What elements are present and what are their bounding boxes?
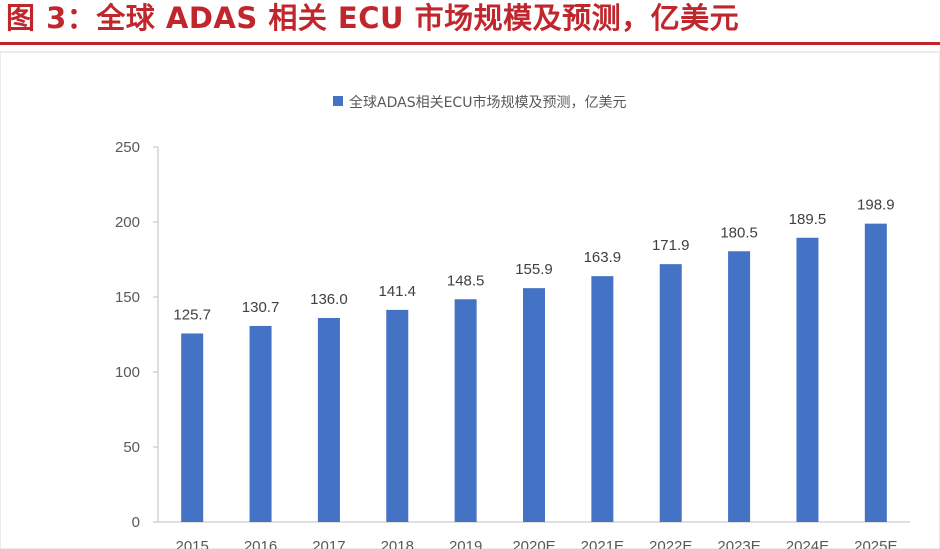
bars <box>181 223 887 522</box>
y-tick-label: 250 <box>115 139 140 156</box>
bar <box>317 318 340 522</box>
y-tick-label: 100 <box>115 364 140 381</box>
bar <box>454 299 477 522</box>
data-label: 125.7 <box>173 306 211 323</box>
x-tick-label: 2016 <box>244 538 277 549</box>
y-tick-label: 150 <box>115 289 140 306</box>
bar <box>659 264 682 522</box>
figure-title: 图 3：全球 ADAS 相关 ECU 市场规模及预测，亿美元 <box>6 1 740 35</box>
x-tick-label: 2025E <box>854 538 897 549</box>
data-labels: 125.7 130.7 136.0 141.4 148.5 155.9 163.9 171.9… <box>173 197 894 324</box>
data-label: 155.9 <box>515 261 553 278</box>
x-tick-label: 2018 <box>381 538 414 549</box>
x-tick-label: 2022E <box>649 538 692 549</box>
legend-swatch <box>333 96 343 106</box>
x-tick-label: 2023E <box>717 538 760 549</box>
data-label: 189.5 <box>789 211 827 228</box>
data-label: 148.5 <box>447 272 485 289</box>
y-tick-label: 0 <box>132 514 140 531</box>
bar <box>181 333 204 522</box>
data-label: 130.7 <box>242 299 280 316</box>
data-label: 141.4 <box>378 283 416 300</box>
legend: 全球ADAS相关ECU市场规模及预测，亿美元 <box>333 94 626 111</box>
y-tick-label: 200 <box>115 214 140 231</box>
bar <box>728 251 751 522</box>
bar <box>386 309 409 522</box>
y-tick-label: 50 <box>123 439 140 456</box>
title-divider <box>0 42 940 45</box>
x-tick-label: 2024E <box>786 538 829 549</box>
data-label: 163.9 <box>584 249 622 266</box>
bar <box>796 237 819 522</box>
bar <box>864 223 887 522</box>
data-label: 180.5 <box>720 224 758 241</box>
x-tick-label: 2020E <box>512 538 555 549</box>
bar <box>249 325 272 522</box>
legend-label: 全球ADAS相关ECU市场规模及预测，亿美元 <box>349 94 626 111</box>
bar <box>591 276 614 522</box>
x-tick-label: 2015 <box>175 538 208 549</box>
data-label: 171.9 <box>652 237 690 254</box>
x-axis: 2015 2016 2017 2018 2019 2020E 2021E 2022E 2023E… <box>175 538 897 549</box>
x-tick-label: 2019 <box>449 538 482 549</box>
data-label: 198.9 <box>857 197 895 214</box>
y-axis: 0 50 100 150 200 250 <box>115 139 158 531</box>
x-tick-label: 2021E <box>581 538 624 549</box>
data-label: 136.0 <box>310 291 348 308</box>
x-tick-label: 2017 <box>312 538 345 549</box>
bar <box>523 288 545 522</box>
